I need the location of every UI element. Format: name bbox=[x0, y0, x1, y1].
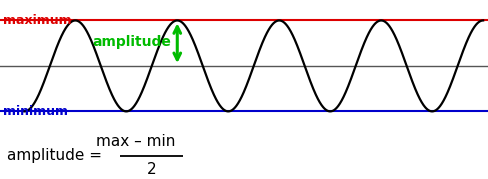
Text: minimum: minimum bbox=[3, 105, 68, 118]
Text: 2: 2 bbox=[146, 162, 156, 177]
Text: amplitude: amplitude bbox=[92, 35, 171, 49]
Text: amplitude =: amplitude = bbox=[7, 148, 107, 163]
Text: maximum: maximum bbox=[3, 14, 72, 27]
Text: max – min: max – min bbox=[96, 134, 175, 149]
